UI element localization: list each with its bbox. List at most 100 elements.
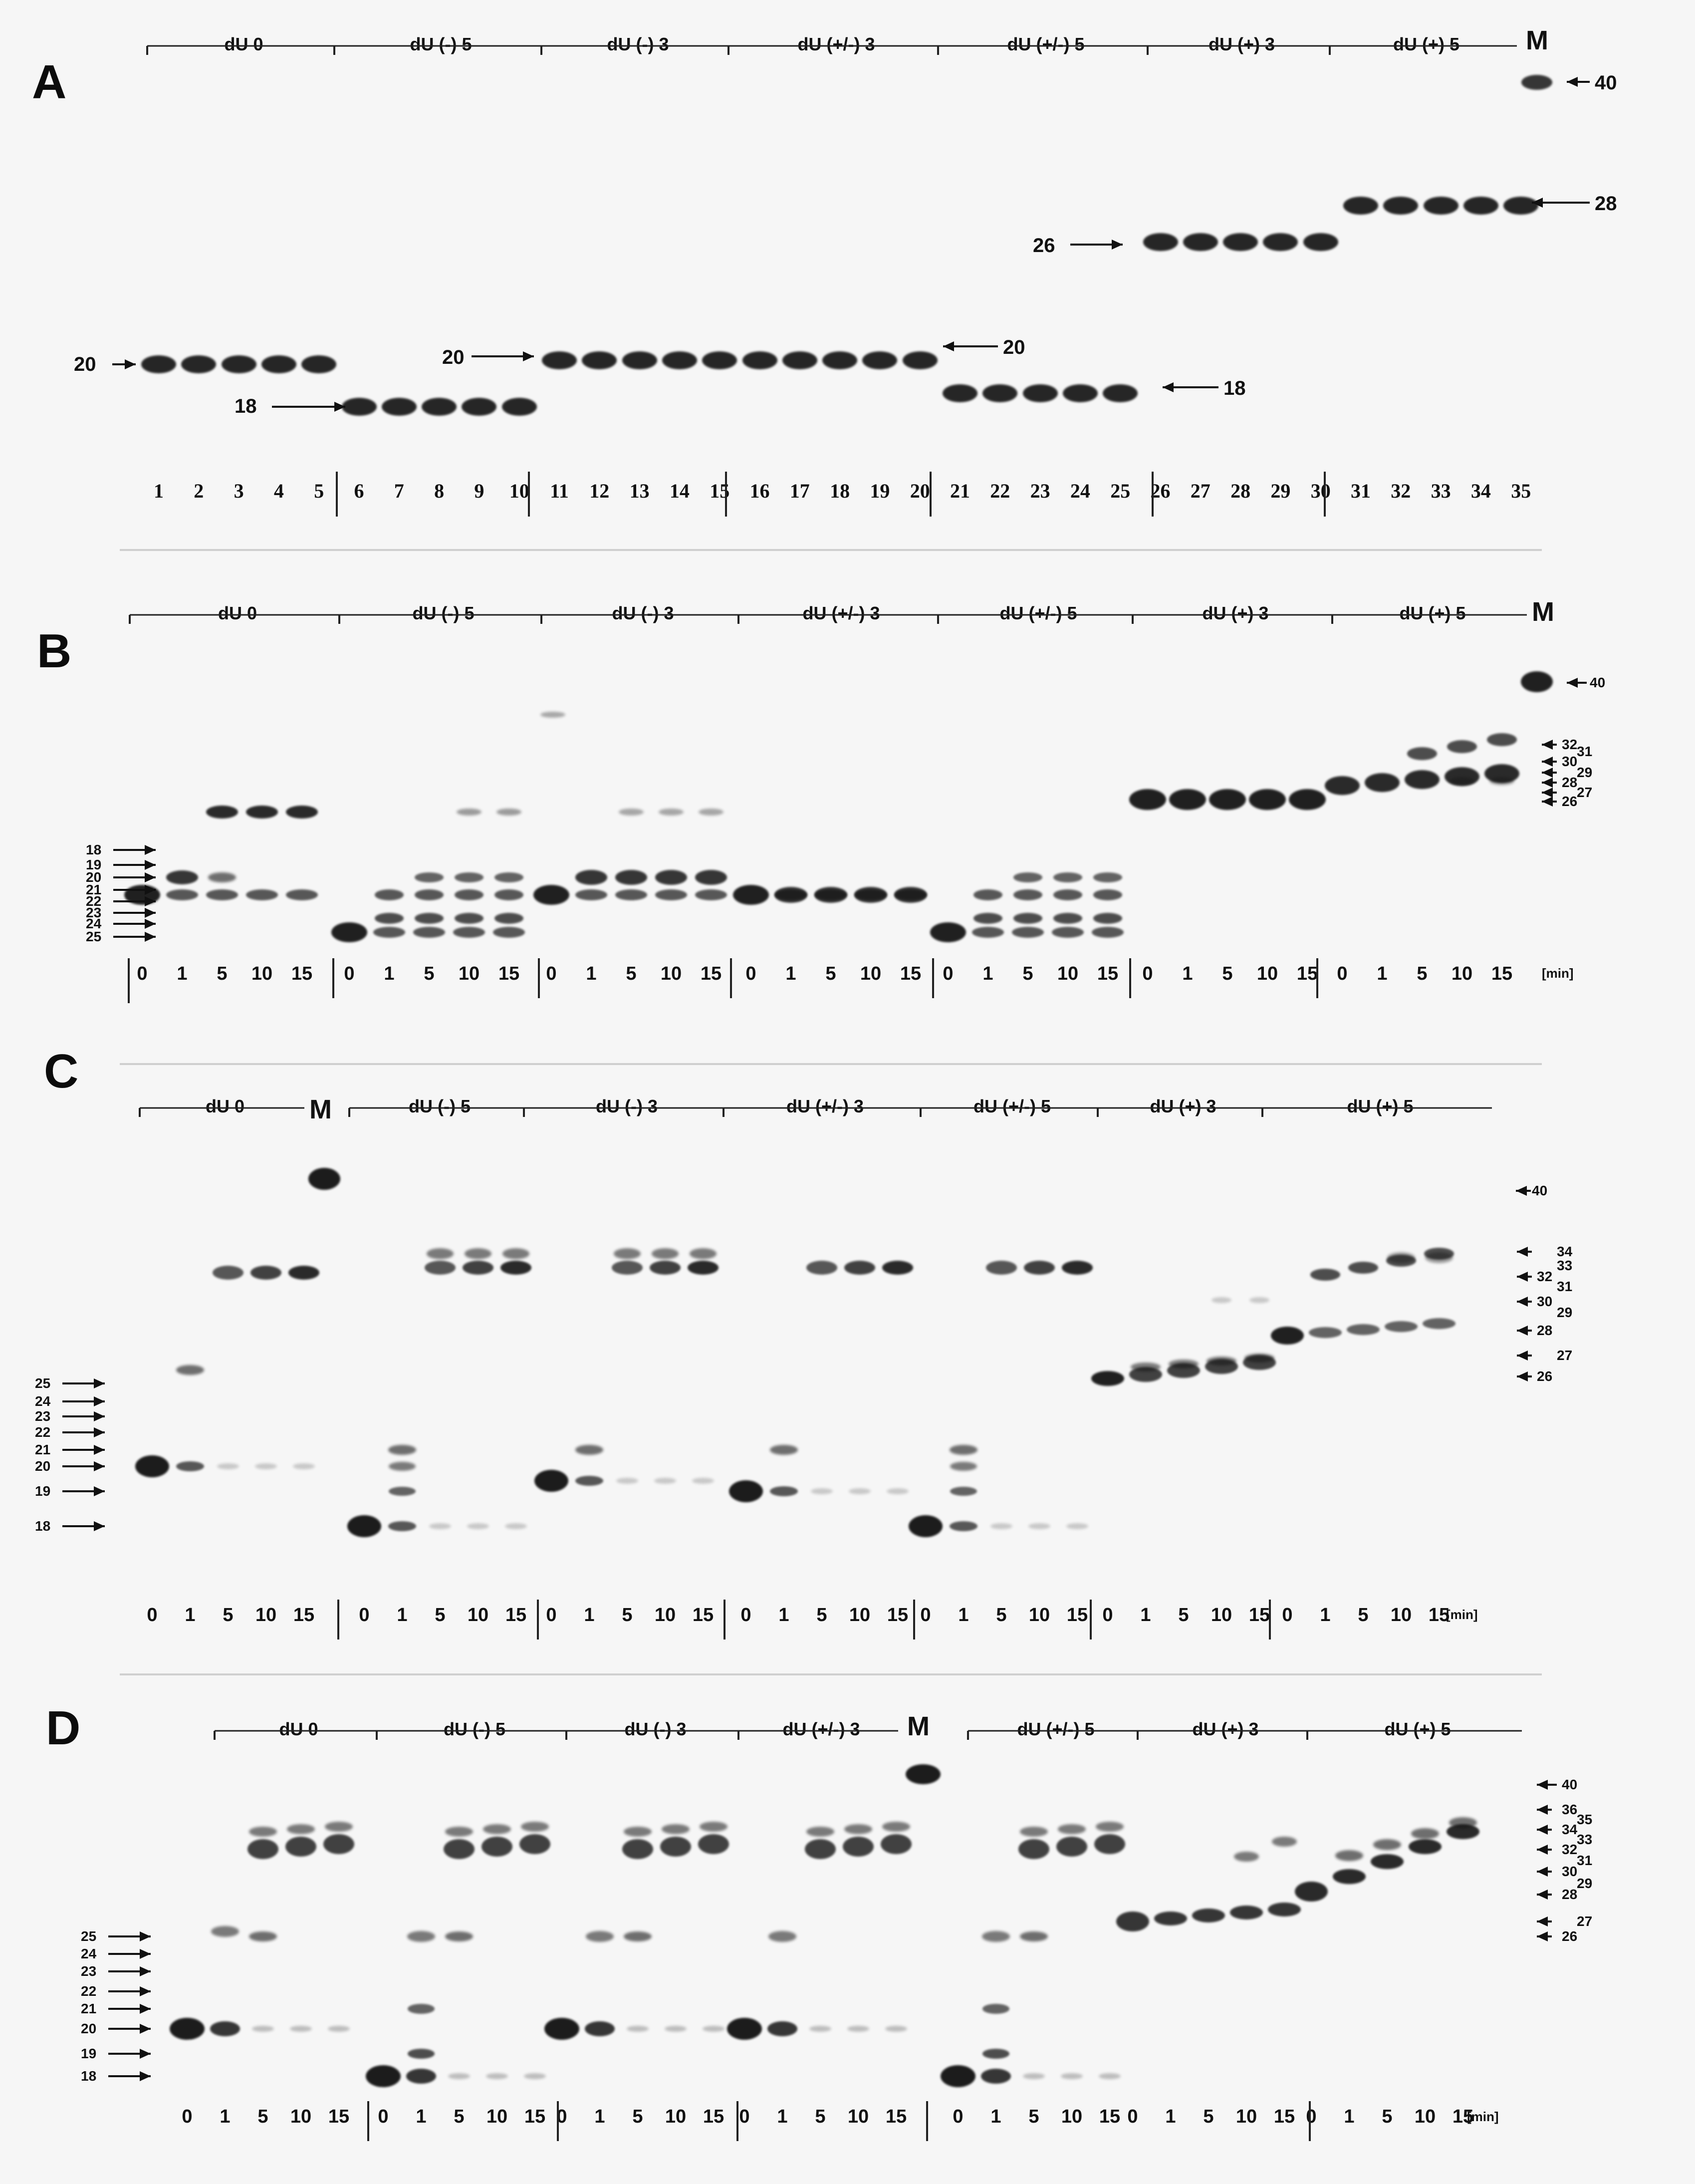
band-b-24 <box>1052 927 1084 938</box>
band-a-lane-11 <box>542 351 577 369</box>
band-b-34-up <box>1447 740 1477 753</box>
timepoint-panelC-6: 0 <box>359 1605 370 1626</box>
band-c-7-y <box>389 1487 416 1496</box>
band-a-lane-3 <box>221 355 256 373</box>
ladder-arrow-right-panelB-5-head <box>1542 778 1553 788</box>
arrow-a-20-right-head <box>943 341 954 351</box>
band-d-27 <box>1154 1911 1187 1925</box>
timepoint-panelB-28: 5 <box>1222 963 1233 984</box>
band-b-20-x <box>894 887 927 903</box>
band-a-lane-26 <box>1143 233 1178 251</box>
timepoint-panelD-35: 15 <box>1452 2106 1474 2127</box>
timepoint-panelC-18: 5 <box>816 1605 827 1626</box>
band-c-7 <box>388 1521 416 1531</box>
timepoint-panelB-17: 1 <box>785 963 796 984</box>
band-d-13-up <box>624 1827 652 1837</box>
lane-number-26: 26 <box>1150 480 1171 502</box>
group-label-panelB-2: dU (-) 3 <box>575 603 711 624</box>
timepoint-panelD-4: 10 <box>290 2106 312 2127</box>
band-d-17 <box>767 2021 797 2036</box>
ladder-right-panelD-9: 28 <box>1562 1887 1578 1902</box>
timepoint-panelD-34: 10 <box>1414 2106 1436 2127</box>
band-b-13 <box>615 889 647 900</box>
band-d-14 <box>660 1837 691 1857</box>
lane-number-11: 11 <box>550 480 569 502</box>
lane-number-28: 28 <box>1230 480 1251 502</box>
unit-label-panelC: [min] <box>1446 1607 1478 1622</box>
unit-label-panelB: [min] <box>1542 966 1574 981</box>
band-c-8-up <box>427 1248 454 1259</box>
band-c-13-up <box>614 1248 641 1259</box>
group-label-a-6: dU (+) 5 <box>1358 34 1494 55</box>
band-c-33 <box>1347 1324 1380 1335</box>
band-d-8-up <box>445 1827 473 1837</box>
group-label-panelC-2: dU (-) 3 <box>559 1096 695 1117</box>
group-label-panelD-2: dU (-) 3 <box>587 1719 724 1740</box>
panel-a-label-20-left: 20 <box>74 353 96 375</box>
band-b-25-z <box>1093 872 1122 882</box>
group-label-panelC-4: dU (+/-) 5 <box>944 1096 1080 1117</box>
timepoint-panelD-12: 1 <box>594 2106 605 2127</box>
band-b-12 <box>575 889 607 900</box>
band-c-9-up <box>465 1248 491 1259</box>
band-d-10-low <box>524 2073 546 2079</box>
band-d-25-up <box>1096 1822 1124 1832</box>
timepoint-panelD-32: 1 <box>1344 2106 1355 2127</box>
band-c-19-low <box>849 1488 871 1494</box>
timepoint-panelC-9: 10 <box>467 1605 489 1626</box>
band-b-22-x <box>973 913 1002 924</box>
band-d-4 <box>285 1837 316 1857</box>
ladder-arrow-left-panelC-1-head <box>94 1396 105 1406</box>
timepoint-panelC-16: 0 <box>740 1605 751 1626</box>
ladder-right-panelD-8: 29 <box>1577 1876 1593 1891</box>
band-d-5-low <box>328 2026 350 2032</box>
ladder-arrow-left-panelB-2-head <box>145 908 156 918</box>
lane-number-5: 5 <box>314 480 324 502</box>
timepoint-panelD-9: 10 <box>486 2106 508 2127</box>
group-label-a-4: dU (+/-) 5 <box>978 34 1114 55</box>
band-a-lane-25 <box>1103 384 1138 402</box>
band-b-8 <box>413 927 445 938</box>
timepoint-panelC-25: 15 <box>1066 1605 1088 1626</box>
band-b-11 <box>533 885 569 905</box>
band-c-23-low <box>990 1523 1012 1529</box>
band-d-26 <box>1116 1911 1149 1931</box>
timepoint-panelD-21: 0 <box>953 2106 964 2127</box>
band-a-lane-12 <box>582 351 617 369</box>
band-d-7 <box>406 2069 436 2084</box>
ladder-arrow-right-panelC-8-head <box>1517 1351 1528 1361</box>
band-d-8-low <box>448 2073 470 2079</box>
arrow-a-18-right-head <box>1163 382 1174 392</box>
lane-number-14: 14 <box>669 480 690 502</box>
band-d-2 <box>210 2021 240 2036</box>
ladder-arrow-left-panelD-5-head <box>140 2024 151 2034</box>
group-label-a-0: dU 0 <box>176 34 312 55</box>
band-d-33-x <box>1373 1839 1401 1850</box>
timepoint-panelB-1: 0 <box>137 963 148 984</box>
group-label-panelB-6: dU (+) 5 <box>1365 603 1500 624</box>
band-d-29-x <box>1234 1852 1259 1862</box>
ladder-arrow-right-panelD-0-head <box>1537 1780 1548 1790</box>
band-d-24-low <box>1061 2073 1083 2079</box>
band-b-26 <box>1129 789 1166 810</box>
band-a-lane-28 <box>1223 233 1258 251</box>
band-a-lane-16 <box>742 351 777 369</box>
band-b-9 <box>453 927 485 938</box>
timepoint-panelB-6: 0 <box>344 963 355 984</box>
band-a-lane-8 <box>422 398 457 416</box>
timepoint-panelD-2: 1 <box>220 2106 231 2127</box>
timepoint-panelB-23: 5 <box>1022 963 1033 984</box>
band-c-4-low <box>255 1463 277 1469</box>
band-b-27 <box>1169 789 1206 810</box>
band-c-15-up <box>690 1248 717 1259</box>
lane-number-6: 6 <box>354 480 364 502</box>
band-a-lane-30 <box>1303 233 1338 251</box>
band-b-23-y <box>1013 889 1042 900</box>
band-c-16 <box>729 1480 763 1502</box>
band-c-10 <box>500 1261 531 1275</box>
band-d-8-z <box>445 1931 473 1941</box>
ladder-right-panelD-10: 27 <box>1577 1913 1593 1929</box>
timepoint-panelB-22: 1 <box>982 963 993 984</box>
band-b-8-z <box>415 872 444 882</box>
unit-label-panelD: [min] <box>1467 2109 1499 2124</box>
